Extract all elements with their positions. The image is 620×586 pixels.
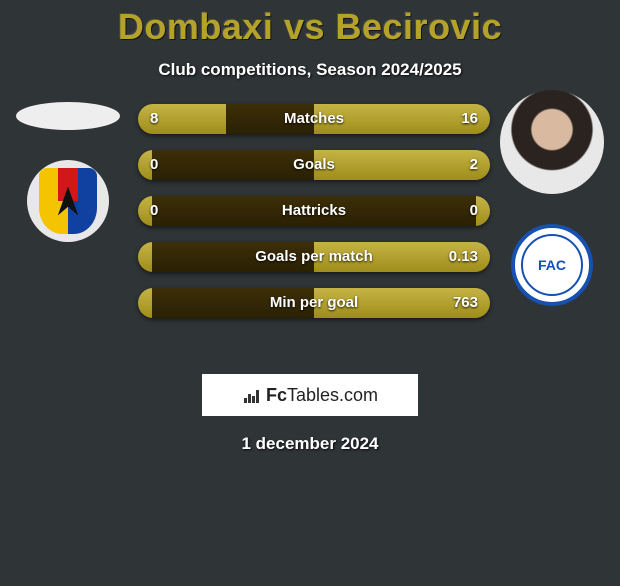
player2-name: Becirovic	[336, 6, 503, 47]
stat-label: Goals	[138, 150, 490, 180]
right-player-column: FAC	[492, 104, 612, 306]
stat-value-right: 763	[453, 288, 478, 318]
stats-bars: Matches816Goals02Hattricks00Goals per ma…	[138, 104, 490, 334]
brand-suffix: .com	[339, 385, 378, 405]
brand-chart-icon	[242, 387, 262, 403]
club2-inner-icon: FAC	[521, 234, 583, 296]
player2-club-badge: FAC	[511, 224, 593, 306]
stat-value-left: 0	[150, 150, 158, 180]
stat-bar-row: Goals0 2	[138, 150, 490, 180]
player1-name: Dombaxi	[118, 6, 274, 47]
stat-bar-row: Goals per match0.13	[138, 242, 490, 272]
brand-text: FcTables.com	[266, 385, 378, 406]
comparison-subtitle: Club competitions, Season 2024/2025	[0, 60, 620, 80]
player1-club-badge	[27, 160, 109, 242]
stat-value-left: 8	[150, 104, 158, 134]
comparison-content: Matches816Goals02Hattricks00Goals per ma…	[0, 104, 620, 354]
stat-label: Hattricks	[138, 196, 490, 226]
brand-prefix: Fc	[266, 385, 287, 405]
stat-value-right: 0	[470, 196, 478, 226]
player1-avatar-placeholder	[16, 102, 120, 130]
stat-value-right: 2	[470, 150, 478, 180]
stat-label: Goals per match	[138, 242, 490, 272]
stat-bar-row: Min per goal763	[138, 288, 490, 318]
left-player-column	[8, 104, 128, 242]
player2-avatar	[500, 90, 604, 194]
branding-box: FcTables.com	[202, 374, 418, 416]
stat-label: Matches	[138, 104, 490, 134]
brand-main: Tables	[287, 385, 339, 405]
stat-value-left: 0	[150, 196, 158, 226]
stat-bar-row: Hattricks0 0	[138, 196, 490, 226]
club2-abbr: FAC	[538, 257, 566, 273]
stat-label: Min per goal	[138, 288, 490, 318]
vs-label: vs	[284, 6, 325, 47]
stat-value-right: 16	[461, 104, 478, 134]
comparison-title: Dombaxi vs Becirovic	[0, 6, 620, 48]
stat-bar-row: Matches8 16	[138, 104, 490, 134]
footer-date: 1 december 2024	[0, 434, 620, 454]
club1-shield-icon	[39, 168, 97, 234]
stat-value-right: 0.13	[449, 242, 478, 272]
